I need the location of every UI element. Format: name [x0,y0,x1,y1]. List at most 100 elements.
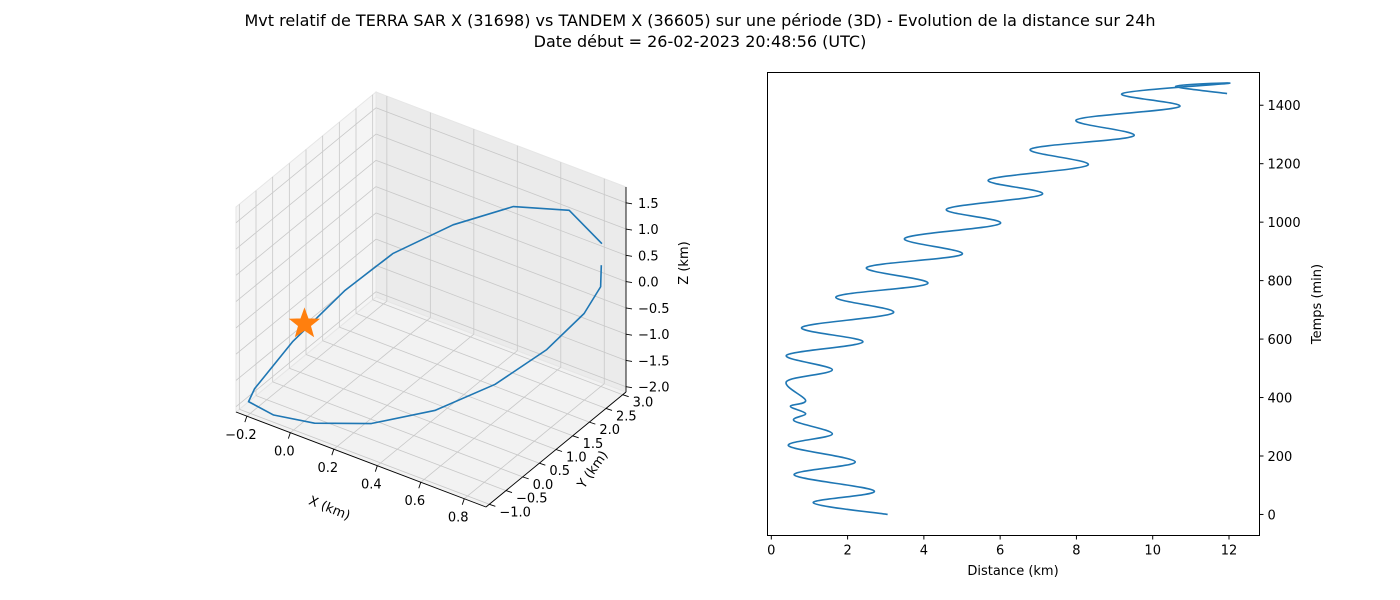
plot-3d-grid-line [235,186,377,302]
plot-2d-y-tick-label: 1400 [1268,99,1301,114]
plot-3d-trajectory-line [247,205,603,425]
plot-3d-x-tick [331,449,335,456]
plot-3d-y-tick [572,435,579,439]
plot-3d-grid-line [375,291,627,388]
plot-2d-y-tick-label: 1200 [1268,158,1301,173]
plot-3d-x-tick-label: 0.6 [404,494,425,509]
plot-3d-x-label: X (km) [306,494,352,524]
plot-3d-x-tick [461,498,465,505]
plot-3d-y-tick-label: −0.5 [516,492,548,507]
plot-2d-x-tick-label: 10 [1144,544,1161,559]
plot-3d-x-tick-label: 0.2 [317,461,338,476]
plot-3d-z-tick [625,281,633,284]
plot-2d-y-tick-label: 200 [1268,450,1293,465]
plot-3d-z-tick [625,228,633,231]
plot-2d-y-ticks: 0 200 400 600 800 1000 1200 1400 [1259,99,1301,523]
plot-3d-x-tick-label: 0.0 [274,445,295,460]
plot-2d-x-ticks: 0 2 4 6 8 10 12 [767,535,1238,559]
plot-3d-x-axis-line [235,411,487,508]
plot-3d-z-tick-label: 1.5 [638,197,659,212]
plot-3d-z-tick-label: 0.0 [638,276,659,291]
plot-3d-grid-line [235,238,377,355]
plot-3d-y-tick [539,462,546,466]
plot-2d-x-tick-label: 12 [1221,544,1238,559]
plot-3d-y-tick [522,476,529,480]
plot-3d-grid-line [375,159,627,256]
plot-3d-grid-line [255,395,507,491]
plot-3d-z-tick [625,254,633,257]
plot-3d-x-tick-label: 0.8 [448,511,469,526]
plot-3d-x-tick [244,415,248,423]
plot-3d-x-tick [374,465,378,472]
plot-3d-z-tick-label: 1.0 [638,223,659,238]
plot-3d-y-tick [555,449,563,452]
plot-3d-z-tick [625,333,633,336]
plot-3d-y-tick-label: 2.5 [616,409,637,424]
figure-title-line1: Mvt relatif de TERRA SAR X (31698) vs TA… [244,11,1155,30]
plot-3d-y-tick [489,503,496,507]
plot-3d-y-tick-label: 3.0 [633,396,654,411]
plot-2d-x-label: Distance (km) [967,564,1058,579]
plot-2d-y-tick-label: 400 [1268,392,1293,407]
figure-title-line2: Date début = 26-02-2023 20:48:56 (UTC) [534,32,867,51]
plot-3d-data [247,205,603,425]
plot-3d-y-tick-label: 1.5 [583,437,604,452]
plot-3d-y-tick-label: 0.0 [533,478,554,493]
plot-3d-y-tick-label: 2.0 [599,423,620,438]
plot-3d-y-tick-label: −1.0 [499,505,531,520]
plot-3d-x-tick-label: 0.4 [361,478,382,493]
plot-3d-grid-line [375,265,627,361]
plot-3d-grid-line [375,107,627,204]
plot-2d-x-tick-label: 6 [996,544,1004,559]
plot-3d-grid-line [375,186,627,282]
plot-2d-x-tick-label: 2 [843,544,851,559]
plot-3d-x-tick [287,432,291,439]
plot-3d-grid-line [375,133,627,230]
plot-3d-grid-line [339,326,590,423]
plot-3d-grid-line [375,238,627,335]
plot-3d-grid-line [322,340,573,437]
plot-3d-y-tick [505,490,513,493]
plot-3d-z-tick-label: 0.5 [638,249,659,264]
plot-2d-x-tick-label: 4 [920,544,928,559]
plot-3d-grid-line [355,313,607,409]
plot-3d-grid-line [372,299,623,396]
plot-3d-z-tick [625,360,633,362]
plot-3d-z-tick [625,307,633,310]
plot-3d-z-label: Z (km) [677,241,692,284]
plot-2d: 0 2 4 6 8 10 12 0 200 400 600 800 1000 1200 1400 Dist… [767,72,1325,579]
plot-2d-y-tick-label: 800 [1268,275,1293,290]
plot-3d-grid-line [375,212,627,309]
plot-3d-axes: −0.20.00.20.40.60.8 −1.0−0.50.00.51.01.52… [225,187,670,526]
plot-2d-y-label: Temps (min) [1310,264,1325,345]
plot-3d-grid-line [235,212,377,329]
plot-2d-distance-line [785,82,1231,516]
plot-3d-x-tick [418,482,422,489]
plot-3d-x-tick-label: −0.2 [225,428,257,443]
plot-2d-y-tick-label: 600 [1268,333,1293,348]
plot-3d-y-tick [589,421,596,425]
plot-3d-grid-line [272,381,523,478]
plot-2d-y-tick-label: 1000 [1268,216,1301,231]
plot-3d-grid-line [235,133,377,250]
plot-2d-y-tick-label: 0 [1268,508,1276,523]
plot-3d-grid [235,94,627,505]
plot-3d-y-tick-label: 1.0 [566,451,587,466]
plot-3d-grid-line [235,291,377,408]
plot-3d-grid-line [235,160,377,276]
plot-3d-y-tick [605,408,613,411]
plot-3d-z-tick-label: −1.0 [638,328,670,343]
plot-3d-y-tick-label: 0.5 [549,464,570,479]
plot-3d-start-marker-star [288,307,321,338]
plot-3d-z-tick-label: −1.5 [638,354,670,369]
plot-3d-y-tick [622,394,629,398]
plot-3d-z-tick [625,386,633,389]
plot-3d-grid-line [305,354,557,450]
plot-3d-z-tick-label: −0.5 [638,302,670,317]
plot-3d-z-tick [625,202,633,205]
plot-2d-x-tick-label: 8 [1072,544,1080,559]
plot-2d-frame [767,72,1260,536]
plot-3d-z-tick-label: −2.0 [638,381,670,396]
plot-3d-grid-line [289,367,540,464]
